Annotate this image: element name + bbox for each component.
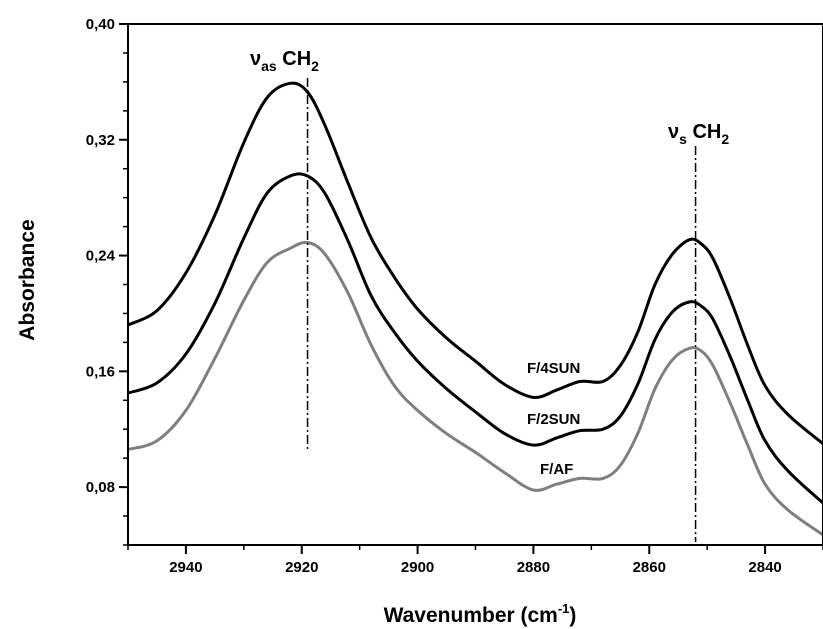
y-tick-label: 0,08 bbox=[86, 479, 115, 496]
series-line-faf bbox=[127, 240, 823, 537]
x-tick-label: 2920 bbox=[285, 559, 318, 576]
series-label-f4sun: F/4SUN bbox=[527, 360, 580, 377]
series-labels-layer: F/4SUN F/2SUN F/AF bbox=[527, 360, 580, 478]
x-tick-label: 2940 bbox=[169, 559, 202, 576]
peak-annotation: νas CH2 bbox=[250, 48, 319, 74]
peak-annotation: νs CH2 bbox=[668, 121, 729, 147]
x-axis-title: Wavenumber (cm-1) bbox=[384, 601, 577, 627]
annotation-layer: νas CH2 νs CH2 bbox=[250, 48, 729, 542]
ticks-layer: 2940 2920 2900 2880 2860 2840 0,08 0,16 0,24 0,32… bbox=[86, 16, 823, 576]
plot-frame bbox=[127, 23, 823, 546]
x-tick-label: 2840 bbox=[748, 559, 781, 576]
x-axis-title-superscript: -1 bbox=[558, 601, 570, 616]
x-tick-label: 2900 bbox=[401, 559, 434, 576]
series-line-f4sun bbox=[127, 81, 823, 445]
x-tick-label: 2880 bbox=[517, 559, 550, 576]
x-tick-label: 2860 bbox=[633, 559, 666, 576]
y-tick-label: 0,16 bbox=[86, 363, 115, 380]
series-layer bbox=[127, 81, 823, 537]
y-tick-label: 0,32 bbox=[86, 132, 115, 149]
series-line-f2sun bbox=[127, 172, 823, 505]
y-tick-label: 0,24 bbox=[86, 248, 116, 265]
series-label-f2sun: F/2SUN bbox=[527, 411, 580, 428]
y-tick-label: 0,40 bbox=[86, 16, 115, 33]
y-axis-title: Absorbance bbox=[16, 219, 39, 340]
series-label-faf: F/AF bbox=[540, 461, 573, 478]
